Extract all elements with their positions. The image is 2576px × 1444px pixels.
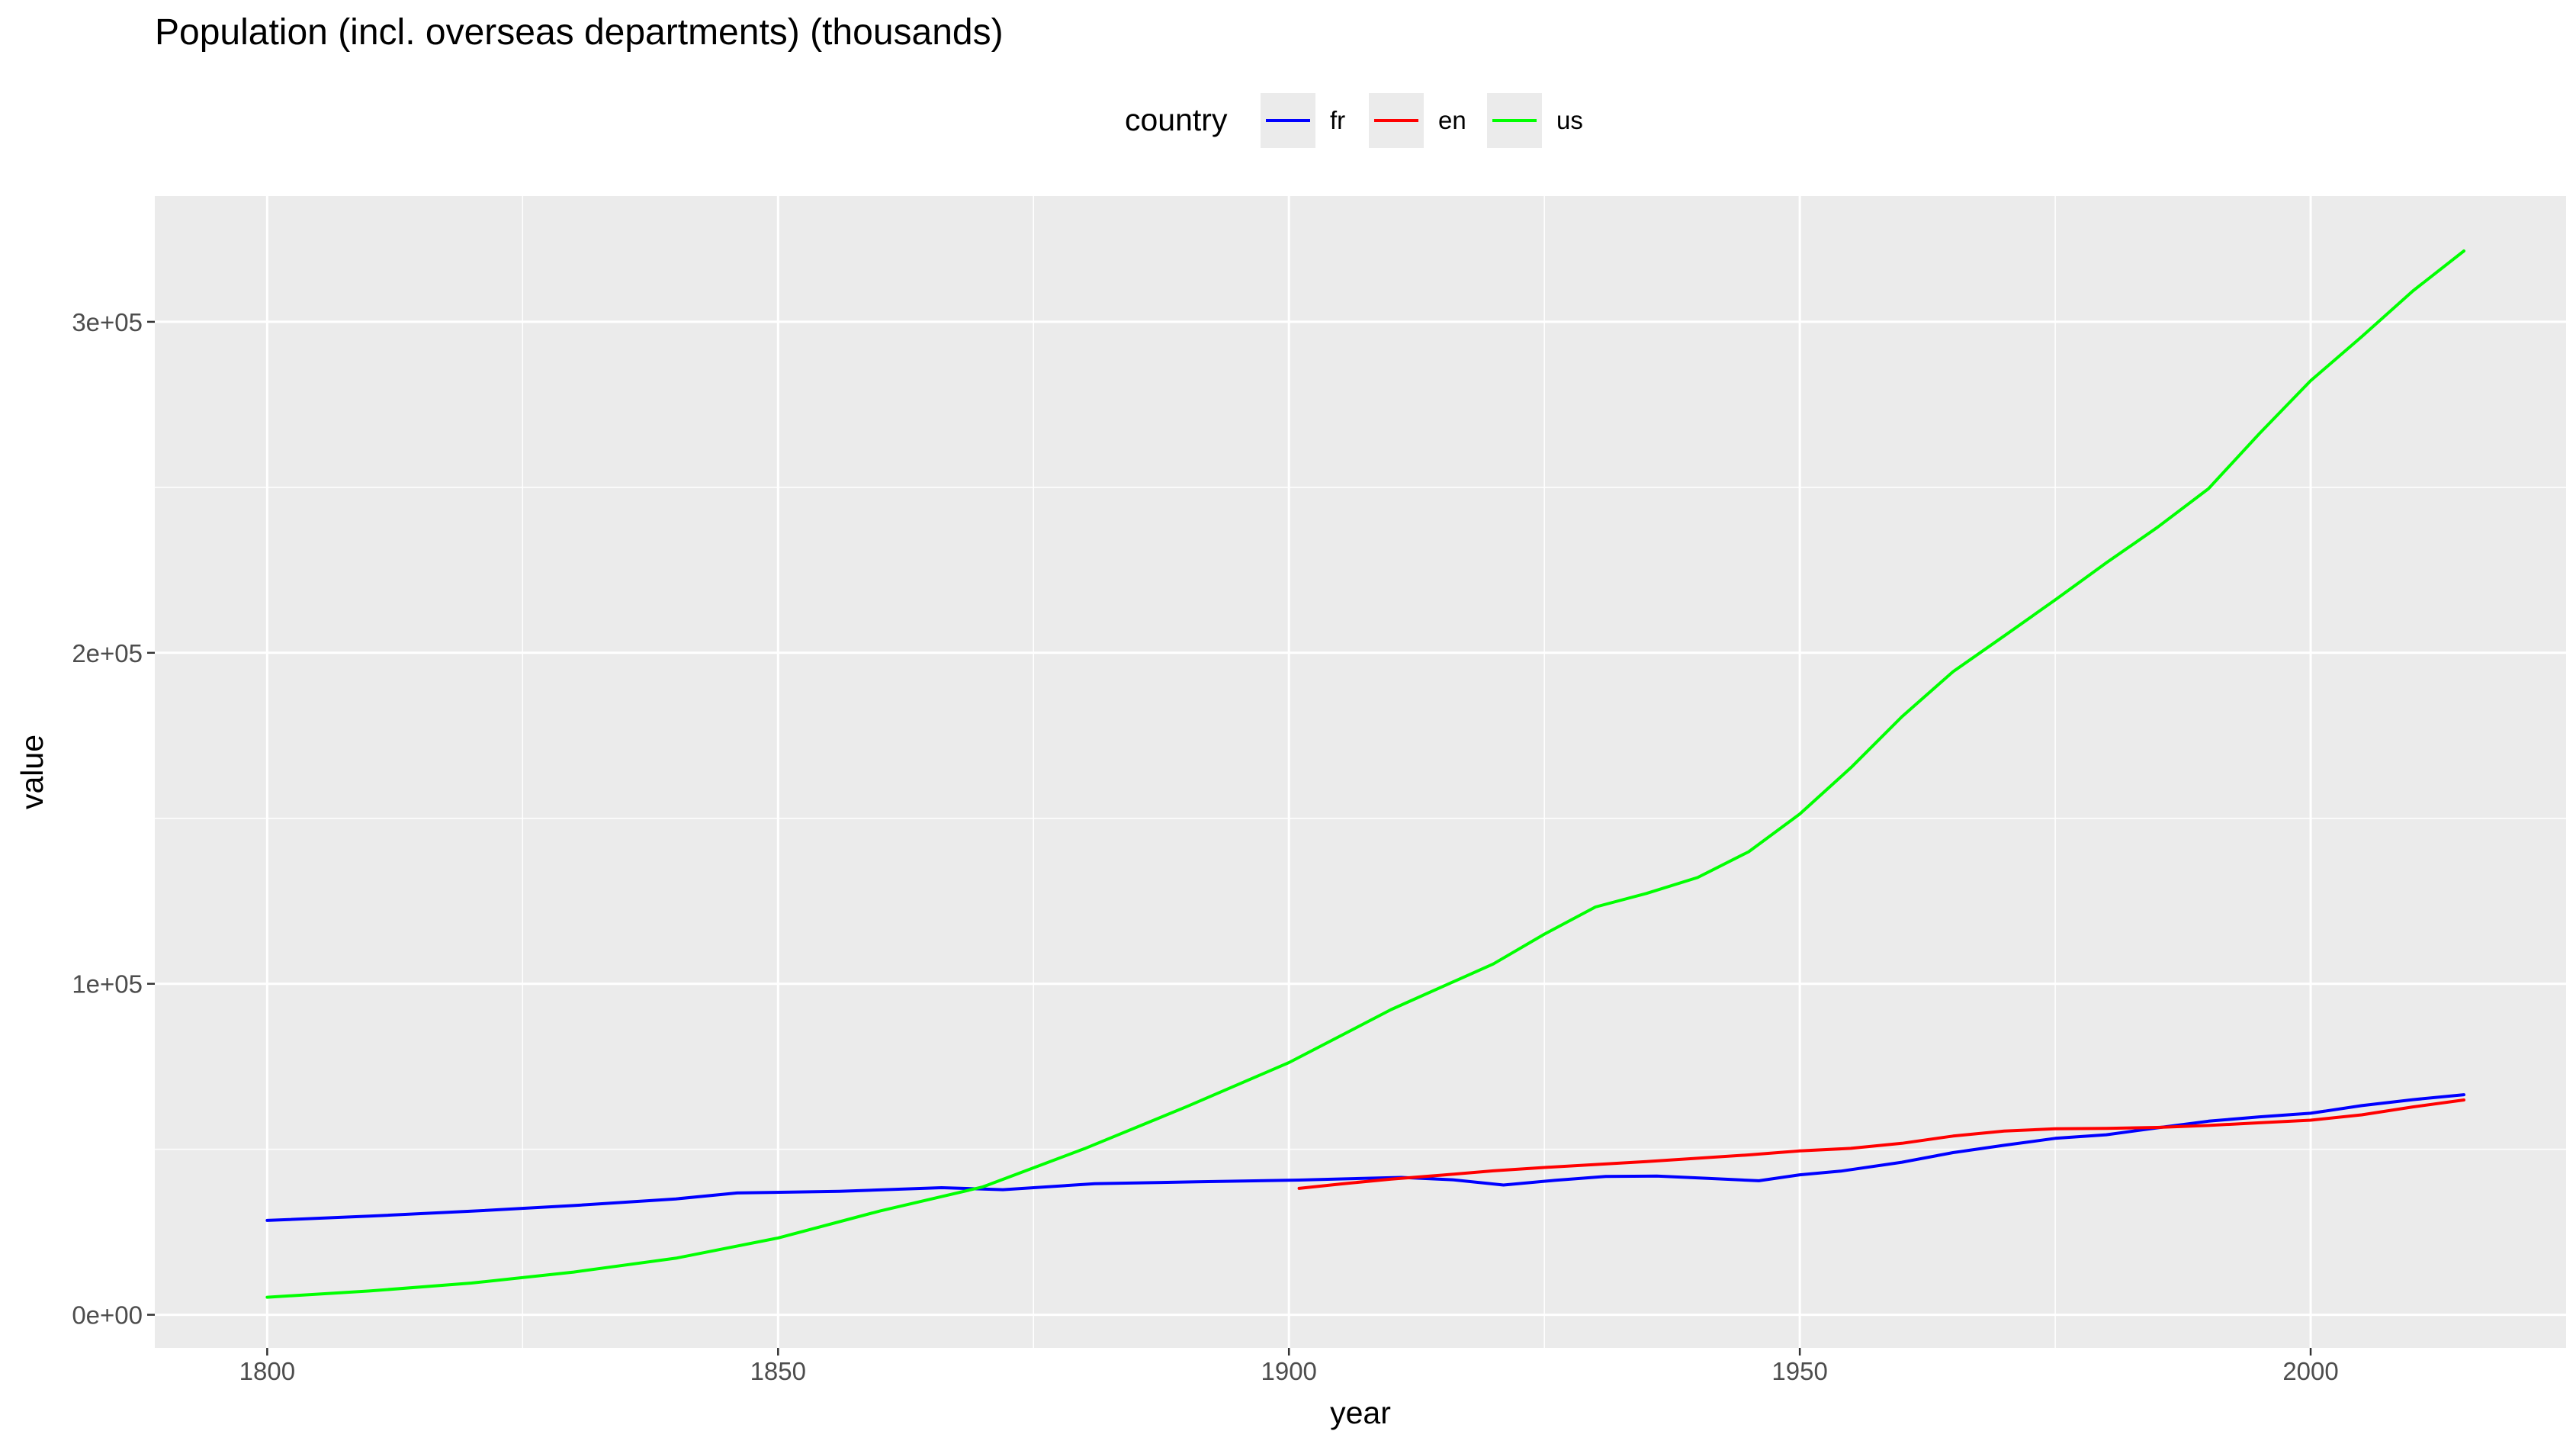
y-axis-title: value (14, 735, 50, 809)
plot-panel (155, 196, 2566, 1348)
x-tick-label: 1900 (1261, 1357, 1317, 1385)
legend-entry-en: en (1369, 93, 1466, 148)
y-tick-label: 2e+05 (72, 639, 143, 667)
x-tick-label: 2000 (2282, 1357, 2338, 1385)
x-tick-label: 1800 (239, 1357, 295, 1385)
series-line-us (265, 249, 2465, 1299)
chart-title: Population (incl. overseas departments) … (155, 12, 1004, 53)
x-tick-label: 1850 (750, 1357, 806, 1385)
y-axis: 0e+00 1e+05 2e+05 3e+05 (72, 308, 155, 1330)
legend-entry-us: us (1487, 93, 1583, 148)
y-tick-label: 3e+05 (72, 308, 143, 336)
x-tick-label: 1950 (1771, 1357, 1827, 1385)
x-axis: 1800 1850 1900 1950 2000 (239, 1348, 2339, 1385)
legend: country fr en us (1125, 93, 1583, 148)
legend-label-en: en (1438, 106, 1466, 134)
series-line-fr (265, 1093, 2465, 1222)
major-gridlines (155, 196, 2566, 1348)
y-tick-label: 1e+05 (72, 970, 143, 999)
legend-label-us: us (1556, 106, 1583, 134)
legend-entry-fr: fr (1261, 93, 1345, 148)
x-axis-title: year (1330, 1395, 1391, 1430)
series-line-en (1297, 1098, 2465, 1190)
legend-title: country (1125, 102, 1228, 137)
y-tick-label: 0e+00 (72, 1301, 143, 1330)
minor-gridlines (155, 196, 2566, 1348)
legend-label-fr: fr (1330, 106, 1345, 134)
series-layer (265, 249, 2465, 1299)
